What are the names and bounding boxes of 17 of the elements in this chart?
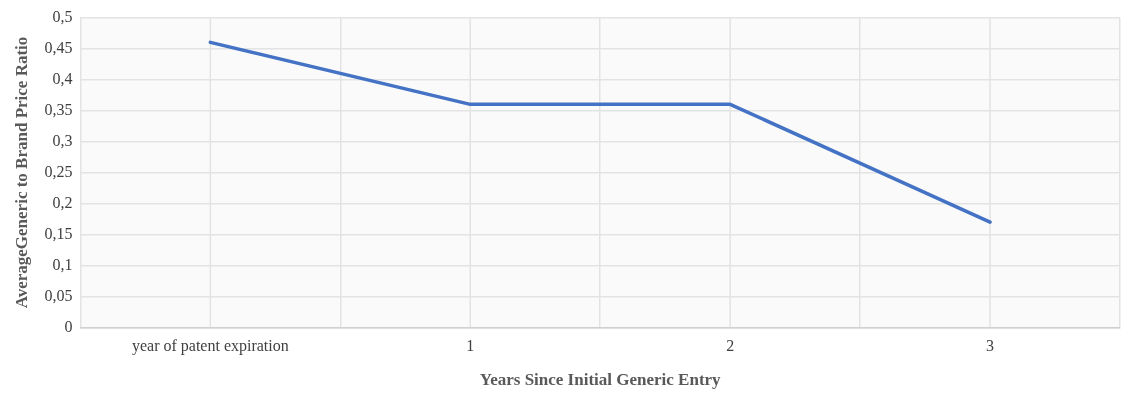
y-tick-label: 0 (64, 317, 73, 335)
y-tick-label: 0,1 (52, 255, 73, 273)
x-tick-label: 2 (726, 337, 735, 355)
y-tick-label: 0,25 (44, 162, 73, 180)
y-tick-label: 0,45 (44, 38, 73, 56)
x-tick-label: year of patent expiration (131, 337, 289, 356)
x-axis-title: Years Since Initial Generic Entry (479, 370, 722, 390)
x-tick-label: 3 (986, 337, 995, 355)
y-tick-label: 0,15 (44, 224, 73, 242)
y-tick-label: 0,2 (52, 193, 73, 211)
y-tick-label: 0,5 (52, 7, 73, 25)
y-tick-label: 0,35 (44, 100, 73, 118)
y-tick-label: 0,4 (52, 69, 73, 87)
y-tick-label: 0,05 (44, 286, 73, 304)
x-tick-label: 1 (466, 337, 475, 355)
y-axis-title: AverageGeneric to Brand Price Ratio (11, 36, 31, 309)
y-tick-label: 0,3 (52, 131, 73, 149)
